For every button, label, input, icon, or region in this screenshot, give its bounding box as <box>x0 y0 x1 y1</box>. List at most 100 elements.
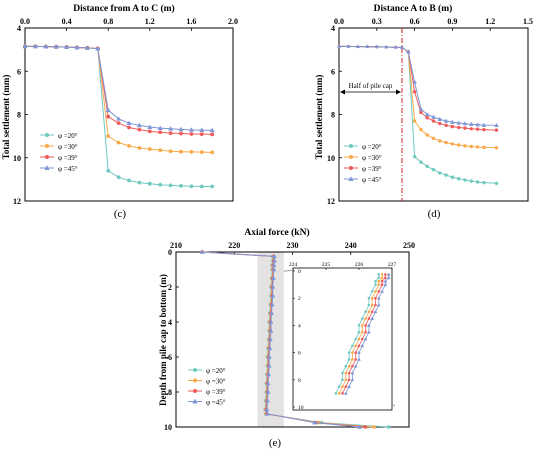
data-point <box>210 184 215 189</box>
inset-data-point <box>344 385 348 388</box>
data-point <box>431 167 436 172</box>
inset-data-point <box>361 337 364 341</box>
inset-data-point <box>361 330 364 334</box>
data-point <box>462 121 468 126</box>
legend-label: φ =30° <box>58 143 78 151</box>
data-point <box>63 44 70 49</box>
legend-label: φ =39° <box>206 388 226 396</box>
data-point <box>270 293 276 298</box>
data-point <box>494 128 499 132</box>
legend-label: φ =45° <box>206 399 226 407</box>
data-point <box>350 377 355 382</box>
legend-label: φ =45° <box>58 165 78 173</box>
data-point <box>137 127 142 132</box>
legend-label: φ =30° <box>206 378 226 386</box>
inset-data-point <box>357 324 361 327</box>
data-point <box>348 176 354 181</box>
data-point <box>53 44 59 49</box>
legend-label: φ =39° <box>58 154 78 162</box>
legend-marker <box>45 144 49 148</box>
inset-x-tick-label: 227 <box>388 262 397 268</box>
data-point <box>95 45 101 51</box>
inset-data-point <box>361 324 364 327</box>
data-point <box>353 364 358 368</box>
data-point <box>158 182 163 187</box>
data-point <box>271 266 277 272</box>
data-point <box>346 44 351 48</box>
data-point <box>43 43 49 49</box>
data-point <box>116 121 121 126</box>
e-y-tick-label: 10 <box>164 423 172 432</box>
legend-label: φ =30° <box>362 154 382 162</box>
data-point <box>376 303 381 307</box>
e-x-tick-label: 220 <box>228 241 240 250</box>
data-point <box>363 337 368 341</box>
inset-data-point <box>351 344 354 348</box>
c-y-tick-label: 8 <box>17 111 21 120</box>
data-point <box>32 43 39 49</box>
data-point <box>179 131 183 136</box>
data-point <box>127 125 131 130</box>
data-point <box>457 177 461 181</box>
legend-label: φ =39° <box>362 165 382 173</box>
inset-data-point <box>344 371 348 375</box>
legend-label: φ =20° <box>362 143 382 151</box>
data-point <box>376 296 381 300</box>
data-point <box>199 132 204 137</box>
panel-e-ylabel: Depth from pile cap to bottom (m) <box>158 274 168 406</box>
d-x-tick-label: 0.6 <box>410 17 420 26</box>
data-point <box>350 371 355 375</box>
inset-y-tick-label: 10 <box>298 405 304 411</box>
data-point <box>199 184 204 189</box>
data-point <box>437 116 443 121</box>
d-y-tick-label: 12 <box>327 197 335 206</box>
inset-series-s45 <box>343 272 391 395</box>
d-y-tick-label: 4 <box>331 24 335 33</box>
data-point <box>147 129 152 134</box>
inset-y-tick-label: 6 <box>298 351 301 357</box>
data-point <box>137 180 142 185</box>
series-line <box>339 45 497 126</box>
series-line <box>339 45 497 184</box>
inset-chart: 224 225 226 227 0 2 4 6 8 10 <box>283 262 397 411</box>
d-x-tick-label: 0.0 <box>334 17 344 26</box>
data-point <box>494 146 499 150</box>
inset-data-point <box>354 344 358 348</box>
e-y-tick-label: 6 <box>168 353 172 362</box>
data-point <box>127 143 131 148</box>
data-point <box>179 183 183 188</box>
data-point <box>374 44 379 49</box>
legend-marker <box>45 133 49 137</box>
inset-data-point <box>364 324 367 327</box>
half-pile-cap-label: Half of pile cap <box>349 82 393 90</box>
data-point <box>469 179 473 183</box>
inset-connector-top <box>283 269 294 272</box>
c-plot-frame <box>24 27 234 202</box>
data-point <box>267 345 273 351</box>
data-point <box>74 44 80 50</box>
inset-data-point <box>384 273 387 276</box>
inset-data-point <box>357 337 361 341</box>
inset-data-point <box>337 392 341 395</box>
data-point <box>265 380 271 386</box>
legend-marker <box>349 166 353 170</box>
inset-data-point <box>374 296 377 300</box>
panel-d-ylabel: Total settlement (mm) <box>314 75 324 160</box>
data-point <box>270 275 276 281</box>
data-point <box>199 127 205 132</box>
data-point <box>126 120 132 126</box>
data-point <box>199 150 204 155</box>
data-point <box>438 171 442 175</box>
data-point <box>431 136 436 140</box>
inset-data-point <box>351 364 354 368</box>
inset-frame <box>292 267 393 411</box>
data-point <box>412 154 417 159</box>
inset-data-point <box>374 290 377 293</box>
data-point <box>271 262 277 267</box>
inset-data-point <box>341 378 344 382</box>
c-x-tick-label: 1.6 <box>186 17 196 26</box>
data-point <box>264 406 270 412</box>
inset-data-point <box>380 279 384 283</box>
d-x-tick-label: 1.2 <box>485 17 495 26</box>
